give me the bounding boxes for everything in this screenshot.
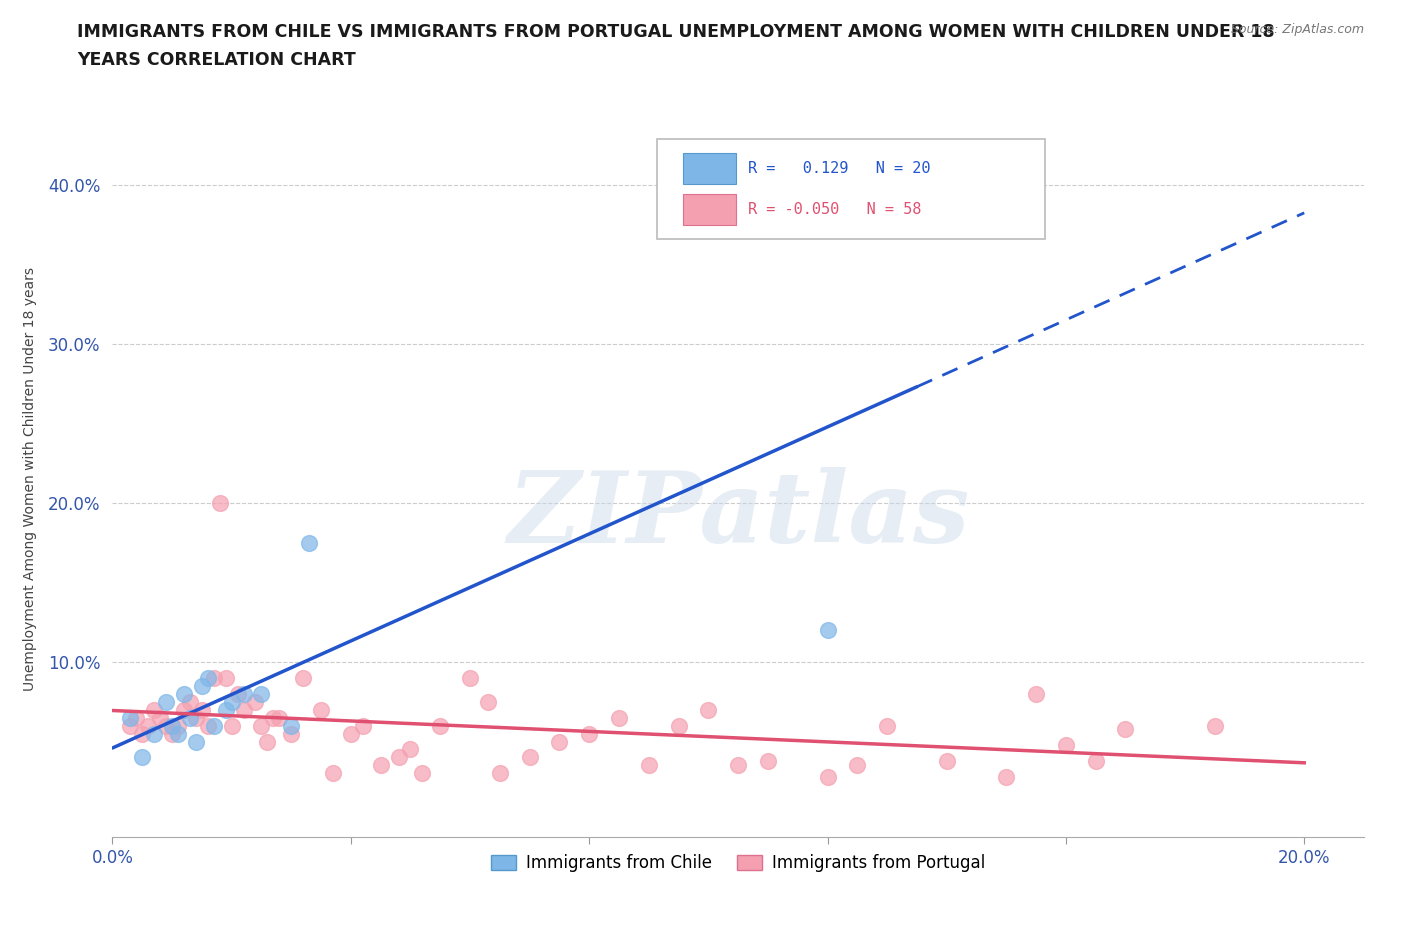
Point: [125, 711, 148, 725]
Point: [250, 686, 273, 701]
Point: [184, 711, 207, 725]
Point: [179, 695, 201, 710]
Text: IMMIGRANTS FROM CHILE VS IMMIGRANTS FROM PORTUGAL UNEMPLOYMENT AMONG WOMEN WITH : IMMIGRANTS FROM CHILE VS IMMIGRANTS FROM…: [77, 23, 1275, 41]
Point: [197, 671, 219, 685]
Point: [292, 671, 315, 685]
Point: [245, 695, 267, 710]
Point: [280, 726, 302, 741]
Point: [1204, 718, 1226, 733]
Point: [817, 769, 839, 784]
Point: [370, 758, 392, 773]
Point: [995, 769, 1018, 784]
Point: [429, 718, 451, 733]
Point: [143, 726, 166, 741]
Point: [280, 718, 302, 733]
Point: [756, 753, 779, 768]
FancyBboxPatch shape: [657, 139, 1045, 239]
Point: [1054, 737, 1077, 752]
Point: [399, 742, 422, 757]
Text: ZIPatlas: ZIPatlas: [508, 467, 969, 563]
Point: [221, 718, 243, 733]
Text: Source: ZipAtlas.com: Source: ZipAtlas.com: [1230, 23, 1364, 36]
Point: [226, 686, 249, 701]
Point: [262, 711, 284, 725]
Point: [184, 734, 207, 749]
Point: [215, 702, 238, 717]
Point: [727, 758, 749, 773]
Point: [298, 535, 321, 550]
Point: [197, 718, 219, 733]
Point: [120, 718, 142, 733]
Point: [173, 702, 195, 717]
Point: [548, 734, 571, 749]
Point: [340, 726, 363, 741]
Point: [697, 702, 720, 717]
Point: [387, 750, 409, 764]
Point: [221, 695, 243, 710]
Point: [1114, 722, 1136, 737]
Text: YEARS CORRELATION CHART: YEARS CORRELATION CHART: [77, 51, 356, 69]
Point: [250, 718, 273, 733]
Point: [411, 766, 433, 781]
Point: [155, 718, 177, 733]
Point: [155, 695, 177, 710]
Point: [143, 702, 166, 717]
Point: [458, 671, 481, 685]
Point: [191, 702, 214, 717]
Point: [477, 695, 499, 710]
Point: [232, 702, 254, 717]
Point: [173, 686, 195, 701]
Point: [607, 711, 630, 725]
Point: [519, 750, 541, 764]
Point: [191, 678, 214, 693]
Point: [876, 718, 898, 733]
Point: [352, 718, 374, 733]
Point: [935, 753, 957, 768]
Point: [202, 718, 225, 733]
Point: [817, 623, 839, 638]
Point: [309, 702, 332, 717]
Point: [160, 718, 183, 733]
FancyBboxPatch shape: [683, 193, 735, 225]
Point: [578, 726, 600, 741]
Point: [149, 711, 172, 725]
Point: [202, 671, 225, 685]
Point: [322, 766, 344, 781]
Point: [131, 750, 153, 764]
Point: [905, 209, 928, 224]
Point: [167, 726, 190, 741]
Point: [256, 734, 278, 749]
Point: [120, 711, 142, 725]
Point: [208, 496, 231, 511]
Point: [136, 718, 159, 733]
Point: [269, 711, 291, 725]
Point: [488, 766, 510, 781]
Point: [160, 726, 183, 741]
Point: [637, 758, 659, 773]
Legend: Immigrants from Chile, Immigrants from Portugal: Immigrants from Chile, Immigrants from P…: [484, 847, 993, 879]
Point: [846, 758, 869, 773]
FancyBboxPatch shape: [683, 153, 735, 184]
Text: R =   0.129   N = 20: R = 0.129 N = 20: [748, 161, 931, 176]
Point: [1084, 753, 1107, 768]
Point: [1025, 686, 1047, 701]
Point: [215, 671, 238, 685]
Point: [131, 726, 153, 741]
Point: [179, 711, 201, 725]
Point: [232, 686, 254, 701]
Point: [668, 718, 690, 733]
Y-axis label: Unemployment Among Women with Children Under 18 years: Unemployment Among Women with Children U…: [22, 267, 37, 691]
Point: [167, 718, 190, 733]
Text: R = -0.050   N = 58: R = -0.050 N = 58: [748, 202, 921, 217]
